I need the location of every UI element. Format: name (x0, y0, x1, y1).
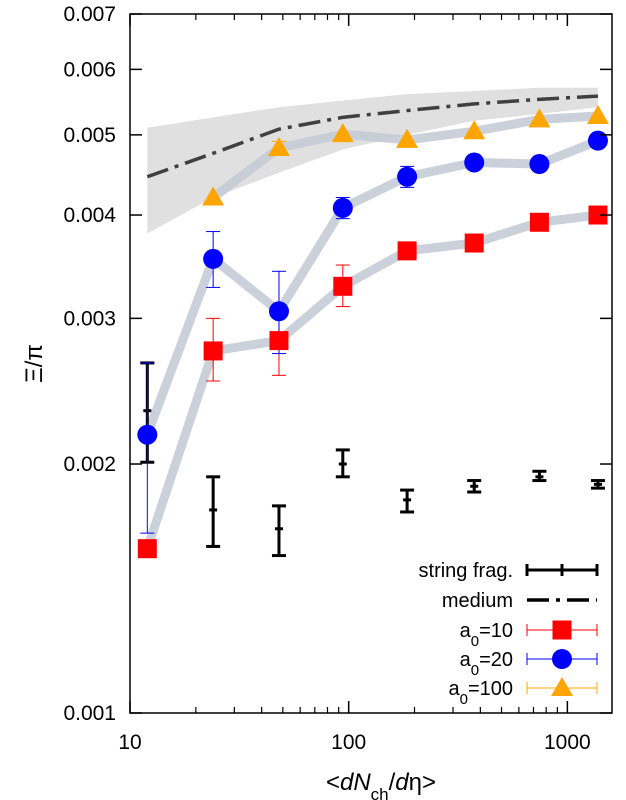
a0-100-marker (202, 186, 225, 206)
y-tick-label: 0.002 (63, 453, 116, 476)
a0-10-marker (269, 331, 289, 351)
medium-line (146, 94, 599, 179)
a0-20-marker (203, 248, 224, 269)
axis-tick-labels: 10 100 1000 0.001 0.002 0.003 0.004 0.005 0.006 0… (63, 3, 590, 754)
a0-20-connector (142, 136, 603, 440)
x-tick-label: 100 (331, 731, 366, 754)
legend-label-string-frag: string frag. (419, 560, 513, 582)
a0-20-marker (529, 154, 550, 175)
legend-label-medium: medium (442, 590, 513, 612)
y-tick-label: 0.004 (63, 204, 116, 227)
a0-20-marker (397, 166, 418, 187)
x-tick-label: 1000 (544, 731, 591, 754)
legend-swatch-marker-a0-20 (552, 649, 572, 669)
y-axis-title: Ξ/π (21, 344, 48, 383)
y-tick-label: 0.005 (63, 124, 116, 147)
a0-20-marker (268, 301, 289, 322)
a0-20-marker (587, 130, 608, 151)
axis-ticks (129, 13, 612, 714)
a0-20-marker (464, 152, 485, 173)
a0-100-marker (396, 128, 419, 148)
a0-10-marker (333, 276, 353, 296)
y-tick-label: 0.007 (63, 3, 116, 26)
legend-label-a0-20: a0=20 (460, 649, 513, 679)
y-tick-label: 0.003 (63, 307, 116, 330)
legend-label-a0-10: a0=10 (460, 620, 513, 650)
a0-100-marker (528, 108, 551, 128)
a0-20-marker (137, 424, 158, 445)
a0-100-marker (267, 137, 290, 157)
plot-frame (129, 13, 613, 714)
medium-dash-dot-line (146, 94, 599, 179)
data-markers (137, 104, 609, 559)
a0-20-marker (332, 197, 353, 218)
y-tick-label: 0.006 (63, 58, 116, 81)
a0-10-marker (529, 212, 549, 232)
a0-10-marker (137, 539, 157, 559)
y-tick-label: 0.001 (63, 702, 116, 725)
a0-10-connector (142, 210, 603, 554)
legend-swatch-marker-a0-100 (551, 677, 573, 696)
legend-swatch-marker-a0-10 (552, 620, 572, 640)
a0-10-marker (588, 205, 608, 225)
a0-10-marker (397, 241, 417, 261)
medium-uncertainty-band (147, 87, 598, 234)
a0-100-marker (463, 120, 486, 140)
a0-10-marker (203, 341, 223, 361)
a0-100-marker (586, 104, 609, 124)
a0-100-marker (331, 123, 354, 143)
a0-10-marker (464, 233, 484, 253)
medium-band-area (147, 87, 598, 234)
error-bars (140, 140, 605, 558)
x-axis-title: <dNch/dη> (326, 769, 436, 800)
x-tick-label: 10 (118, 731, 141, 754)
legend-label-a0-100: a0=100 (448, 678, 513, 708)
